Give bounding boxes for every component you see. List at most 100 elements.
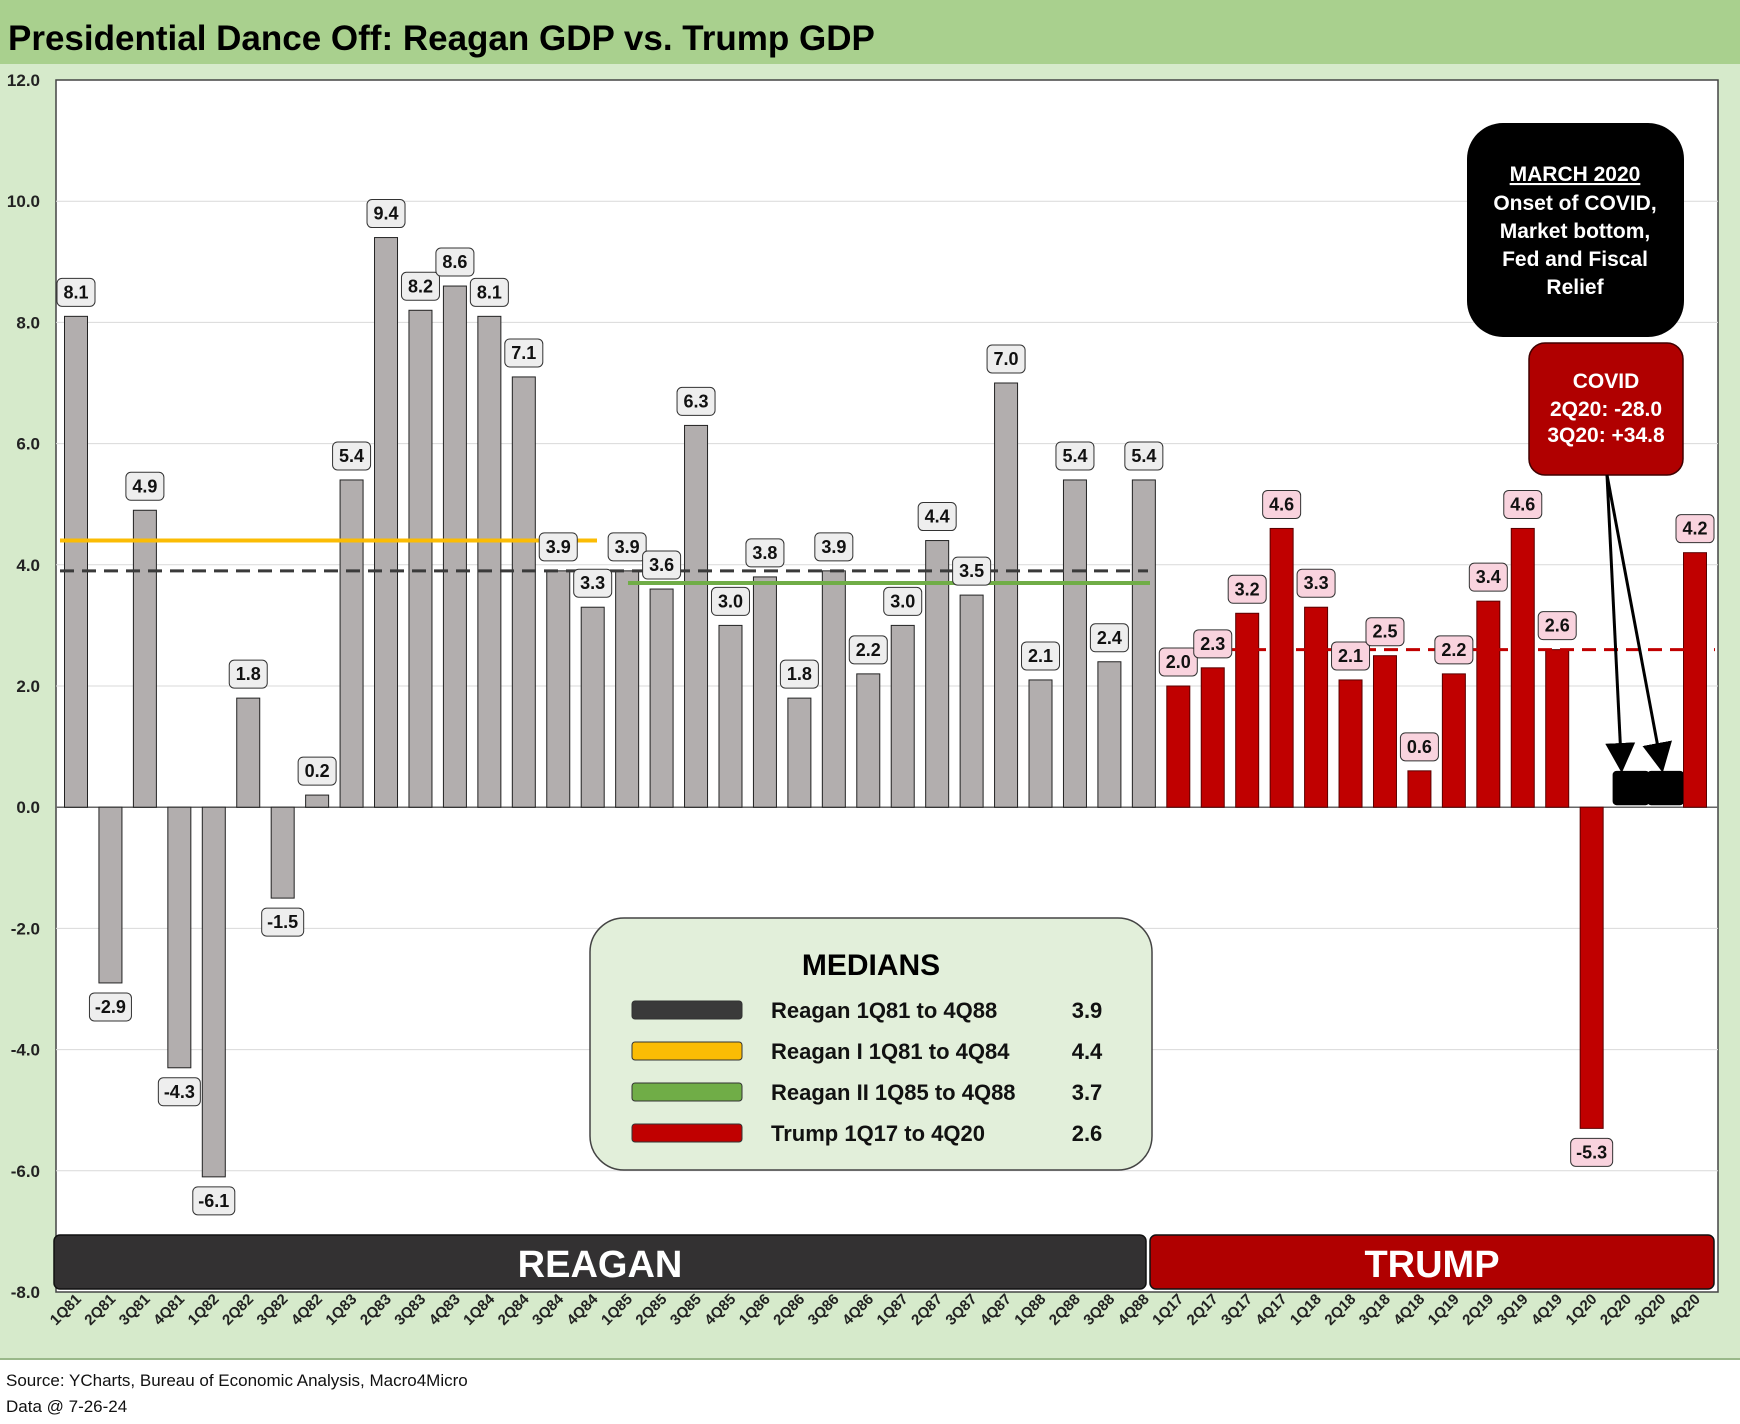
data-label: -4.3 <box>157 1077 201 1107</box>
data-label: 4.4 <box>917 502 957 532</box>
march-2020-annotation: MARCH 2020 Onset of COVID, Market bottom… <box>1467 123 1684 337</box>
data-label: 3.5 <box>952 556 992 586</box>
data-label-box <box>917 502 957 532</box>
march-2020-header: MARCH 2020 <box>1510 163 1641 186</box>
data-label-text: 3.0 <box>718 591 743 611</box>
medians-legend: MEDIANS Reagan 1Q81 to 4Q88 3.9 Reagan I 1… <box>589 917 1153 1171</box>
data-label-text: 1.8 <box>236 664 261 684</box>
bar <box>1407 770 1432 808</box>
data-label: 7.1 <box>504 338 544 368</box>
data-label: 2.0 <box>1158 647 1198 677</box>
y-tick-label: 8.0 <box>16 313 40 332</box>
covid-line-3: 3Q20: +34.8 <box>1547 424 1665 447</box>
president-band-label: REAGAN <box>518 1244 683 1286</box>
data-label-text: 5.4 <box>1131 446 1156 466</box>
bar <box>132 509 157 808</box>
data-label-box <box>1089 623 1129 653</box>
data-label-box <box>157 1077 201 1107</box>
data-label-box <box>710 586 750 616</box>
legend-box <box>589 917 1153 1171</box>
legend-value: 3.7 <box>1072 1080 1103 1105</box>
bar <box>1200 667 1225 808</box>
data-label-text: 6.3 <box>684 391 709 411</box>
data-label-box <box>883 586 923 616</box>
president-band <box>1149 1234 1715 1290</box>
data-label: 0.6 <box>1399 732 1439 762</box>
data-label: 3.9 <box>538 532 578 562</box>
data-label-text: 4.4 <box>925 507 950 527</box>
data-label-text: 3.8 <box>752 543 777 563</box>
data-label-box <box>1399 732 1439 762</box>
data-label-text: 3.6 <box>649 555 674 575</box>
bar <box>787 697 812 808</box>
data-label-box <box>1503 489 1543 519</box>
covid-line-1: COVID <box>1573 370 1640 393</box>
data-label-text: 8.6 <box>442 252 467 272</box>
data-label: 6.3 <box>676 386 716 416</box>
data-label-box <box>1296 568 1336 598</box>
bar <box>546 570 571 808</box>
y-axis-ticks: 12.0 10.0 8.0 6.0 4.0 2.0 0.0 -2.0 -4.0 -6.0 -8.0 <box>7 71 40 1302</box>
data-label-box <box>332 441 372 471</box>
data-label: -2.9 <box>88 992 132 1022</box>
covid-arrows <box>1605 474 1672 773</box>
bar <box>408 309 433 808</box>
data-label-box <box>192 1186 236 1216</box>
title-bar <box>0 0 1740 64</box>
y-tick-label: 6.0 <box>16 435 40 454</box>
data-label-text: 2.1 <box>1028 646 1053 666</box>
data-label: 5.4 <box>332 441 372 471</box>
data-label-text: 5.4 <box>339 446 364 466</box>
data-label: 8.1 <box>56 277 96 307</box>
y-tick-label: -4.0 <box>11 1041 40 1060</box>
y-tick-label: 0.0 <box>16 798 40 817</box>
legend-swatch <box>631 1123 743 1143</box>
bar <box>1372 655 1397 808</box>
data-label-text: 5.4 <box>1062 446 1087 466</box>
march-2020-line-3: Fed and Fiscal <box>1502 248 1648 271</box>
y-tick-label: -6.0 <box>11 1162 40 1181</box>
data-label-text: 2.2 <box>1441 640 1466 660</box>
data-label: 8.1 <box>469 277 509 307</box>
data-label: -6.1 <box>192 1186 236 1216</box>
data-label-box <box>125 471 165 501</box>
covid-annotation: COVID 2Q20: -28.0 3Q20: +34.8 <box>1528 342 1684 476</box>
data-label-box <box>779 659 819 689</box>
march-2020-line-2: Market bottom, <box>1500 220 1651 243</box>
bar <box>959 594 984 808</box>
data-label-box <box>642 550 682 580</box>
data-label-box <box>1537 611 1577 641</box>
data-label-box <box>261 907 305 937</box>
bar <box>1062 479 1087 808</box>
bar <box>1304 606 1329 808</box>
data-label: 4.9 <box>125 471 165 501</box>
data-label-text: 4.9 <box>132 476 157 496</box>
legend-label: Reagan I 1Q81 to 4Q84 <box>771 1039 1010 1064</box>
arrow-2q20 <box>1605 474 1636 773</box>
source-note: Source: YCharts, Bureau of Economic Anal… <box>6 1371 468 1390</box>
data-label-box <box>676 386 716 416</box>
bar <box>167 806 192 1069</box>
data-label-text: 1.8 <box>787 664 812 684</box>
data-label: 2.2 <box>848 635 888 665</box>
legend-label: Reagan 1Q81 to 4Q88 <box>771 998 997 1023</box>
data-label-box <box>88 992 132 1022</box>
bar <box>890 624 915 808</box>
data-label-box <box>1570 1137 1614 1167</box>
bar <box>580 606 605 808</box>
data-label-box <box>297 756 337 786</box>
data-label-box <box>56 277 96 307</box>
data-label-box <box>1262 489 1302 519</box>
data-label: 3.3 <box>1296 568 1336 598</box>
legend-title: MEDIANS <box>802 949 940 982</box>
data-label: 2.5 <box>1365 617 1405 647</box>
bar <box>1579 806 1604 1129</box>
data-label-text: 4.6 <box>1510 494 1535 514</box>
data-labels: 8.1 -2.9 4.9 -4.3 -6.1 1.8 -1.5 0.2 5.4 9.4 8.2 8.6… <box>56 199 1715 1216</box>
data-label: 0.2 <box>297 756 337 786</box>
data-label-box <box>1434 635 1474 665</box>
data-label-box <box>435 247 475 277</box>
bar-off-scale <box>1647 770 1685 806</box>
